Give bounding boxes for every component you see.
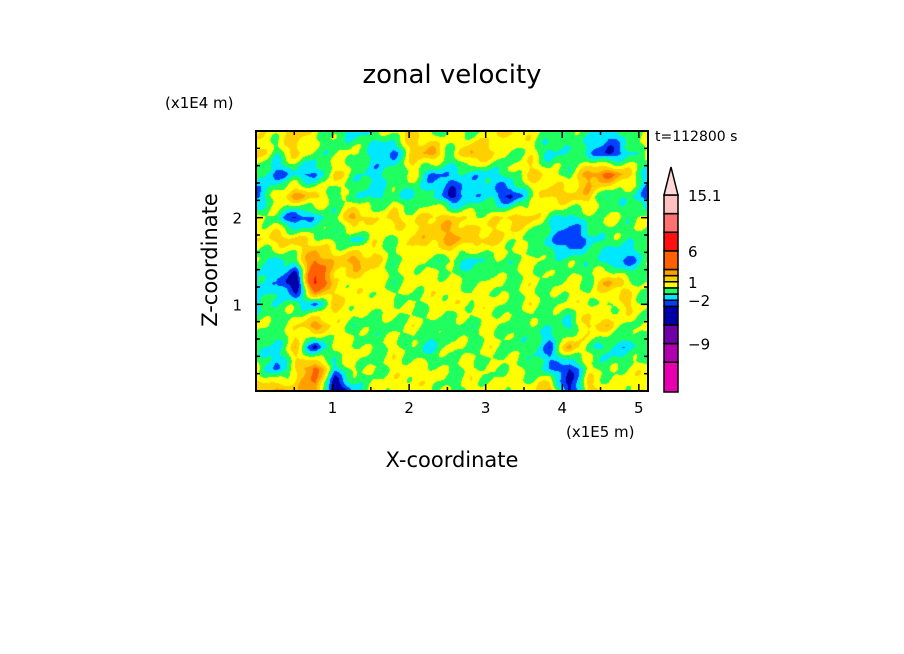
- colorbar-segment: [663, 212, 679, 233]
- x-tick-label: 4: [557, 399, 567, 417]
- y-tick-label: 1: [232, 296, 242, 314]
- x-tick-label: 1: [328, 399, 338, 417]
- colorbar-segment: [663, 250, 679, 271]
- colorbar-label: −9: [688, 336, 710, 354]
- colorbar-extend-triangle: [663, 166, 679, 196]
- colorbar-segment: [663, 268, 679, 277]
- x-tick-label: 5: [634, 399, 644, 417]
- colorbar-label: 1: [688, 274, 698, 292]
- x-tick-label: 3: [481, 399, 491, 417]
- colorbar-label: 15.1: [688, 187, 721, 205]
- colorbar-segment: [663, 305, 679, 326]
- colorbar-segment: [663, 231, 679, 252]
- x-axis-label: X-coordinate: [385, 448, 519, 472]
- heatmap-field: [256, 131, 648, 391]
- colorbar-segment: [663, 299, 679, 308]
- colorbar-segment: [663, 361, 679, 393]
- x-axis-unit: (x1E5 m): [566, 423, 635, 441]
- colorbar-segment: [663, 287, 679, 295]
- colorbar-segment: [663, 281, 679, 289]
- x-tick-label: 2: [404, 399, 414, 417]
- colorbar-segment: [663, 274, 679, 283]
- colorbar-label: 6: [688, 243, 698, 261]
- y-axis-unit: (x1E4 m): [165, 94, 234, 112]
- time-annotation: t=112800 s: [655, 129, 738, 145]
- colorbar-segment: [663, 194, 679, 215]
- chart-title: zonal velocity: [362, 60, 542, 90]
- colorbar-segment: [663, 342, 679, 363]
- colorbar-segment: [663, 324, 679, 345]
- colorbar-label: −2: [688, 292, 710, 310]
- colorbar-segment: [663, 293, 679, 301]
- y-tick-label: 2: [232, 210, 242, 228]
- plot-frame: [255, 130, 649, 392]
